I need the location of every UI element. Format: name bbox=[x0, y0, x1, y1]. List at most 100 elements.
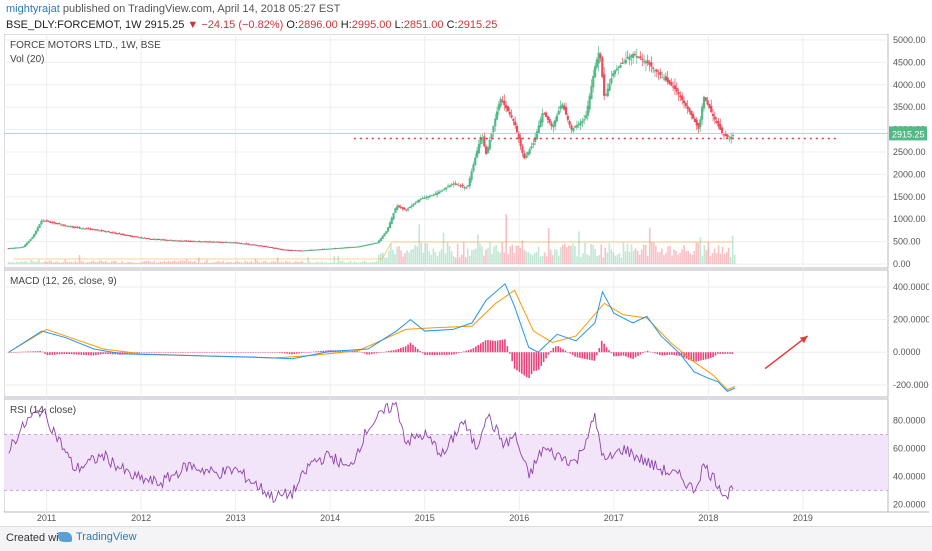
candle-body bbox=[221, 241, 225, 243]
candle-body bbox=[465, 187, 468, 189]
macd-histogram-bar bbox=[56, 352, 58, 355]
volume-bar bbox=[691, 254, 694, 264]
candle-body bbox=[154, 239, 157, 241]
volume-bar bbox=[590, 244, 592, 264]
candle-body bbox=[583, 119, 586, 121]
candle-body bbox=[223, 242, 226, 244]
candle-body bbox=[499, 98, 502, 107]
candle-body bbox=[338, 247, 341, 249]
candle-body bbox=[292, 250, 295, 252]
macd-histogram-bar bbox=[148, 352, 150, 353]
candle-body bbox=[136, 236, 139, 238]
candle-body bbox=[731, 135, 735, 137]
volume-bar bbox=[717, 245, 720, 264]
macd-histogram-bar bbox=[167, 352, 170, 353]
candle-body bbox=[69, 226, 72, 228]
volume-bar bbox=[266, 262, 269, 264]
macd-histogram-bar bbox=[97, 352, 100, 355]
candle-body bbox=[672, 86, 675, 88]
volume-bar bbox=[400, 250, 402, 264]
macd-histogram-bar bbox=[182, 352, 184, 353]
macd-histogram-bar bbox=[680, 352, 683, 357]
macd-histogram-bar bbox=[237, 352, 240, 353]
candle-body bbox=[452, 183, 455, 185]
macd-histogram-bar bbox=[622, 352, 625, 356]
volume-bar bbox=[335, 262, 338, 264]
candle-body bbox=[201, 241, 205, 243]
volume-bar bbox=[125, 262, 127, 264]
volume-bar bbox=[347, 262, 350, 264]
volume-bar bbox=[428, 251, 431, 264]
volume-bar bbox=[355, 262, 358, 264]
candle-body bbox=[396, 206, 399, 210]
low-value: 2851.00 bbox=[403, 19, 444, 31]
macd-histogram-bar bbox=[576, 352, 579, 358]
tradingview-brand[interactable]: TradingView bbox=[58, 531, 137, 543]
candle-body bbox=[367, 244, 370, 246]
macd-histogram-bar bbox=[593, 352, 596, 361]
volume-bar bbox=[56, 261, 59, 264]
volume-bar bbox=[373, 261, 376, 264]
candle-body bbox=[316, 249, 319, 251]
chart-area[interactable]: 2011 2012 2013 2014 2015 2016 2017 2018 2019 5000… bbox=[3, 33, 932, 524]
macd-histogram-bar bbox=[281, 352, 284, 354]
candle-body bbox=[710, 105, 713, 113]
macd-histogram-bar bbox=[189, 352, 192, 353]
volume-bar bbox=[361, 261, 364, 264]
macd-histogram-bar bbox=[571, 352, 574, 356]
volume-bar bbox=[493, 246, 495, 264]
candle-body bbox=[682, 100, 686, 104]
macd-histogram-bar bbox=[397, 348, 400, 353]
candle-body bbox=[354, 246, 357, 248]
volume-bar bbox=[315, 262, 317, 264]
volume-bar bbox=[202, 262, 204, 264]
candle-body bbox=[278, 248, 281, 250]
volume-bar bbox=[169, 261, 172, 264]
candle-body bbox=[381, 235, 384, 239]
volume-bar bbox=[46, 262, 48, 264]
volume-bar bbox=[143, 261, 146, 264]
volume-bar bbox=[115, 260, 117, 264]
macd-histogram-bar bbox=[230, 352, 233, 353]
volume-bar bbox=[181, 260, 184, 264]
volume-bar bbox=[329, 262, 332, 264]
macd-histogram-bar bbox=[172, 352, 175, 353]
macd-histogram-bar bbox=[315, 351, 317, 353]
volume-bar bbox=[501, 242, 503, 264]
candle-body bbox=[7, 248, 10, 250]
candle-body bbox=[385, 231, 388, 234]
macd-histogram-bar bbox=[559, 347, 562, 353]
macd-histogram-bar bbox=[300, 352, 303, 354]
macd-histogram-bar bbox=[414, 346, 417, 353]
chart-svg[interactable]: 2011 2012 2013 2014 2015 2016 2017 2018 2019 5000… bbox=[3, 33, 932, 524]
volume-bar bbox=[614, 255, 617, 264]
volume-bar bbox=[424, 243, 427, 264]
candle-body bbox=[376, 242, 379, 244]
volume-bar bbox=[477, 234, 479, 264]
price-y-tick: 5000.00 bbox=[893, 35, 926, 45]
macd-histogram-bar bbox=[523, 352, 526, 376]
publisher-link[interactable]: mightyrajat bbox=[6, 3, 60, 15]
volume-bar bbox=[687, 250, 689, 264]
candle-body bbox=[653, 70, 657, 72]
candle-body bbox=[526, 152, 529, 156]
candle-body bbox=[715, 120, 718, 123]
volume-bar bbox=[161, 262, 164, 264]
candle-body bbox=[554, 120, 557, 127]
x-tick-2012: 2012 bbox=[131, 513, 151, 523]
volume-bar bbox=[432, 248, 435, 264]
volume-bar bbox=[28, 262, 30, 264]
macd-histogram-bar bbox=[339, 350, 342, 353]
macd-histogram-bar bbox=[659, 352, 661, 356]
macd-histogram-bar bbox=[286, 352, 288, 354]
volume-bar bbox=[100, 260, 103, 264]
macd-histogram-bar bbox=[170, 352, 172, 353]
candle-body bbox=[236, 242, 239, 244]
macd-histogram-bar bbox=[654, 352, 656, 354]
candle-body bbox=[546, 116, 549, 120]
candle-body bbox=[666, 77, 669, 83]
macd-histogram-bar bbox=[322, 350, 325, 353]
candle-body bbox=[559, 105, 562, 110]
candle-body bbox=[229, 242, 232, 244]
volume-bar bbox=[648, 227, 651, 264]
